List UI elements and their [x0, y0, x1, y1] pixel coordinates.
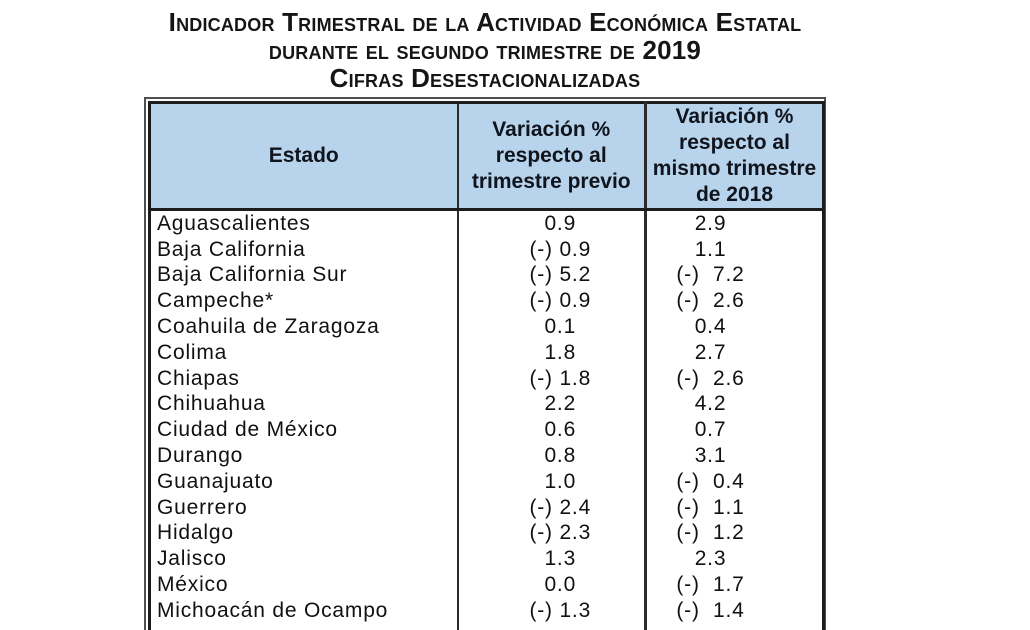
- estado-cell: Jalisco: [157, 547, 227, 571]
- table-row: Colima 1.8 2.7: [150, 339, 824, 366]
- var-trimestre-previo-cell: (-) 0.9: [456, 288, 646, 315]
- var-trimestre-previo-cell: (-) 5.2: [456, 262, 646, 289]
- estado-cell: Michoacán de Ocampo: [157, 598, 389, 622]
- var-mismo-trimestre-2018-cell: (-) 7.2: [644, 262, 824, 289]
- var-mismo-trimestre-2018-cell: 0.7: [644, 417, 824, 444]
- var-mismo-trimestre-2018-cell: (-) 1.2: [644, 520, 824, 547]
- estado-cell: Coahuila de Zaragoza: [157, 315, 380, 339]
- table-row: Chiapas (-) 1.8 (-) 2.6: [150, 365, 824, 392]
- partial-cell: [456, 623, 646, 630]
- var-mismo-trimestre-2018-cell: 2.3: [644, 546, 824, 573]
- partial-cell: [150, 624, 458, 630]
- header-var-trimestre-previo: Variación % respecto al trimestre previo: [456, 102, 646, 211]
- table-row: Jalisco 1.3 2.3: [150, 546, 824, 573]
- var-trimestre-previo-cell: 0.0: [456, 572, 646, 598]
- estado-cell: Colima: [157, 340, 228, 364]
- estado-cell: Guanajuato: [157, 469, 274, 493]
- table-row: México 0.0 (-) 1.7: [150, 572, 824, 598]
- estado-cell: Durango: [157, 444, 244, 468]
- header-estado: Estado: [149, 102, 458, 211]
- table-row: Aguascalientes 0.9 2.9: [150, 209, 824, 237]
- var-trimestre-previo-cell: 1.8: [456, 339, 646, 366]
- title-line-3: Cifras Desestacionalizadas: [329, 63, 641, 93]
- estado-cell: Baja California: [157, 237, 306, 261]
- estado-cell: Campeche*: [157, 289, 274, 313]
- title-line-2-text: durante el segundo trimestre de: [268, 35, 636, 65]
- partial-cell: [644, 623, 824, 630]
- table-header-row: Estado Variación % respecto al trimestre…: [149, 102, 824, 211]
- estado-cell: Baja California Sur: [157, 263, 348, 287]
- title-line-2: durante el segundo trimestre de 2019: [139, 36, 831, 64]
- estado-cell: Aguascalientes: [157, 211, 311, 235]
- var-mismo-trimestre-2018-cell: 4.2: [644, 391, 824, 418]
- table-row: Baja California (-) 0.9 1.1: [150, 236, 824, 263]
- table-body: Aguascalientes 0.9 2.9 Baja California (-) 0…: [150, 209, 824, 630]
- table-row: Guerrero (-) 2.4 (-) 1.1: [150, 494, 824, 521]
- estado-cell: Ciudad de México: [157, 418, 338, 442]
- estado-cell: Guerrero: [157, 495, 248, 519]
- var-mismo-trimestre-2018-cell: (-) 1.7: [644, 572, 824, 598]
- var-trimestre-previo-cell: (-) 2.3: [456, 520, 646, 547]
- var-mismo-trimestre-2018-cell: (-) 0.4: [644, 468, 824, 495]
- table-row: Hidalgo (-) 2.3 (-) 1.2: [150, 520, 824, 547]
- title-line-2-year: 2019: [642, 35, 702, 65]
- content: Indicador Trimestral de la Actividad Eco…: [139, 8, 831, 630]
- estado-cell: Hidalgo: [157, 521, 234, 545]
- var-trimestre-previo-cell: (-) 0.9: [456, 236, 646, 263]
- table-row: Campeche* (-) 0.9 (-) 2.6: [150, 288, 824, 315]
- table-row: Coahuila de Zaragoza 0.1 0.4: [150, 314, 824, 340]
- header-var-mismo-trimestre-2018: Variación % respecto al mismo trimestre …: [644, 102, 824, 211]
- var-mismo-trimestre-2018-cell: 2.9: [644, 209, 824, 237]
- table-row: Chihuahua 2.2 4.2: [150, 391, 824, 418]
- var-trimestre-previo-cell: 2.2: [456, 391, 646, 418]
- table-row: Michoacán de Ocampo (-) 1.3 (-) 1.4: [150, 597, 824, 624]
- estado-cell: Chiapas: [157, 366, 240, 390]
- var-trimestre-previo-cell: 0.6: [456, 417, 646, 444]
- var-trimestre-previo-cell: (-) 2.4: [456, 494, 646, 521]
- table-row: Ciudad de México 0.6 0.7: [150, 417, 824, 444]
- table-row: Guanajuato 1.0 (-) 0.4: [150, 468, 824, 495]
- table-row: Durango 0.8 3.1: [150, 443, 824, 469]
- var-mismo-trimestre-2018-cell: (-) 2.6: [644, 365, 824, 392]
- var-mismo-trimestre-2018-cell: (-) 2.6: [644, 288, 824, 315]
- var-trimestre-previo-cell: 1.0: [456, 468, 646, 495]
- var-mismo-trimestre-2018-cell: (-) 1.4: [644, 597, 824, 624]
- var-trimestre-previo-cell: (-) 1.3: [456, 597, 646, 624]
- var-mismo-trimestre-2018-cell: 0.4: [644, 314, 824, 340]
- var-mismo-trimestre-2018-cell: 3.1: [644, 443, 824, 469]
- var-trimestre-previo-cell: 0.9: [456, 209, 646, 237]
- var-mismo-trimestre-2018-cell: (-) 1.1: [644, 494, 824, 521]
- table-row: Baja California Sur (-) 5.2 (-) 7.2: [150, 262, 824, 289]
- table-frame: Estado Variación % respecto al trimestre…: [144, 97, 826, 630]
- var-trimestre-previo-cell: (-) 1.8: [456, 365, 646, 392]
- data-table: Estado Variación % respecto al trimestre…: [148, 101, 825, 630]
- var-trimestre-previo-cell: 0.8: [456, 443, 646, 469]
- var-mismo-trimestre-2018-cell: 1.1: [644, 236, 824, 263]
- title-line-1: Indicador Trimestral de la Actividad Eco…: [168, 7, 802, 37]
- var-trimestre-previo-cell: 0.1: [456, 314, 646, 340]
- title-block: Indicador Trimestral de la Actividad Eco…: [139, 8, 831, 92]
- estado-cell: México: [157, 573, 229, 597]
- var-trimestre-previo-cell: 1.3: [456, 546, 646, 573]
- estado-cell: Chihuahua: [157, 392, 266, 416]
- table-row-partial: [150, 623, 824, 630]
- var-mismo-trimestre-2018-cell: 2.7: [644, 339, 824, 366]
